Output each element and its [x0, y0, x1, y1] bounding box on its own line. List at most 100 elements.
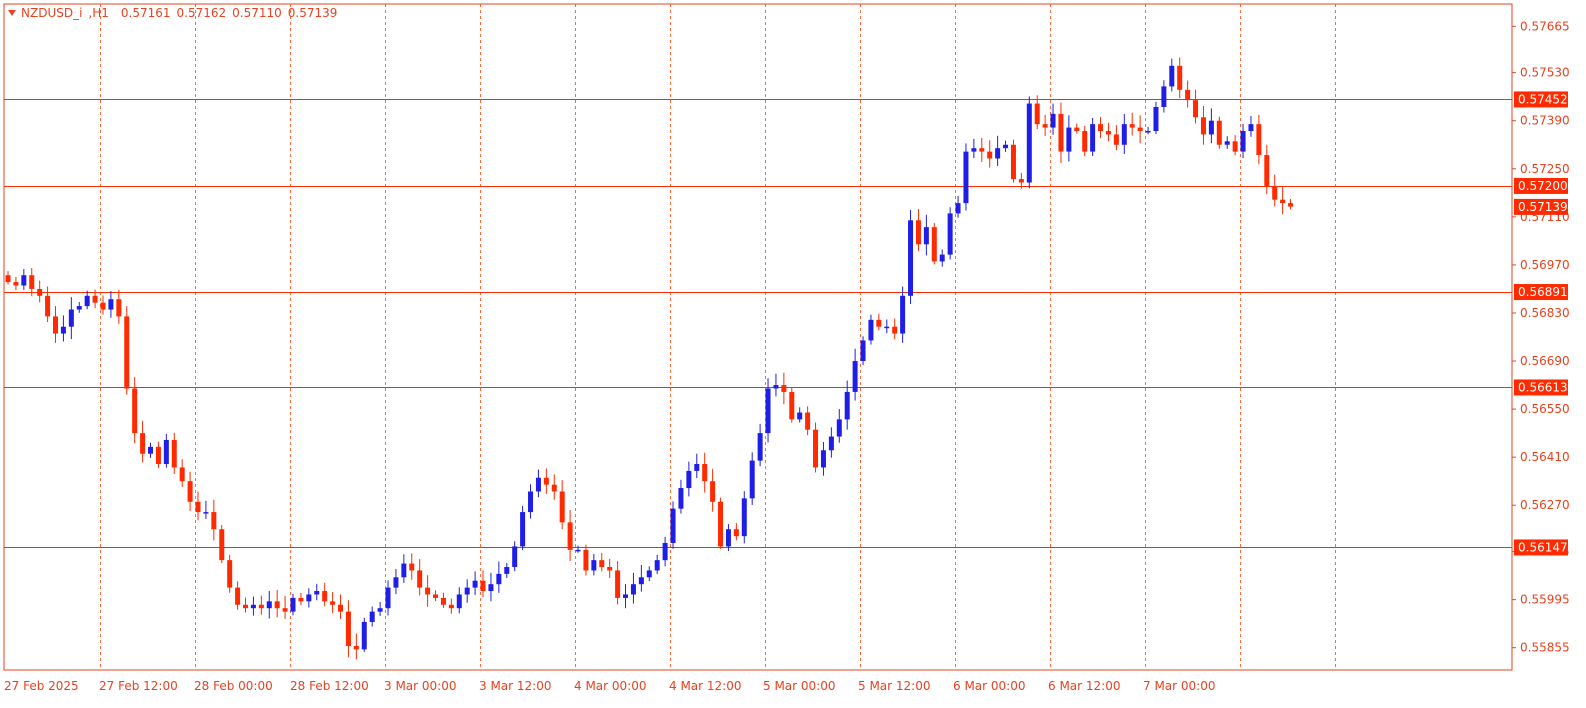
x-tick-label: 6 Mar 00:00	[953, 679, 1026, 693]
y-tick-label: 0.57530	[1520, 66, 1570, 80]
candle-bear	[805, 412, 811, 430]
level-price-tag: 0.57200	[1518, 179, 1568, 193]
candle-bear	[353, 645, 359, 650]
candle-bear	[171, 439, 177, 468]
candle-bear	[227, 560, 233, 588]
candle-bear	[813, 429, 819, 468]
candle-bear	[338, 604, 344, 612]
candle-bull	[662, 542, 668, 561]
candle-bull	[60, 326, 66, 334]
candle-bear	[599, 560, 605, 568]
candle-bull	[963, 151, 969, 204]
candle-bear	[322, 591, 328, 602]
y-tick-label: 0.56830	[1520, 306, 1570, 320]
candle-bull	[266, 601, 272, 609]
candle-bear	[29, 275, 35, 289]
y-tick-label: 0.56410	[1520, 450, 1570, 464]
y-tick-label: 0.56970	[1520, 258, 1570, 272]
candle-bull	[900, 295, 906, 334]
candle-bull	[401, 563, 407, 578]
candle-bull	[757, 433, 763, 461]
candle-bear	[543, 477, 549, 485]
x-tick-label: 5 Mar 12:00	[858, 679, 931, 693]
candle-bull	[1145, 131, 1151, 133]
candle-bull	[1003, 144, 1009, 149]
candle-bull	[528, 491, 534, 513]
candle-bull	[1240, 131, 1246, 152]
candle-bear	[1105, 131, 1111, 135]
plot-frame	[3, 3, 1513, 671]
candle-bull	[575, 549, 581, 552]
candle-bear	[440, 597, 446, 605]
candle-bear	[733, 529, 739, 537]
candle-bull	[741, 498, 747, 537]
candle-bear	[282, 608, 288, 612]
level-price-tag: 0.56891	[1518, 285, 1568, 299]
candle-bear	[274, 601, 280, 609]
candle-bull	[670, 508, 676, 543]
level-price-tag-bg	[1514, 284, 1568, 301]
candle-bear	[1272, 185, 1278, 200]
candle-bull	[947, 213, 953, 255]
candle-bull	[250, 604, 256, 609]
candle-bear	[789, 391, 795, 420]
candle-bear	[931, 227, 937, 262]
candle-bear	[1129, 124, 1135, 128]
candle-bear	[1264, 155, 1270, 186]
candle-bull	[108, 299, 114, 310]
candle-bull	[1208, 120, 1214, 135]
candle-bull	[464, 587, 470, 595]
candle-bear	[915, 220, 921, 245]
candle-bull	[1090, 124, 1096, 152]
y-tick-label: 0.57250	[1520, 162, 1570, 176]
candle-bull	[725, 529, 731, 547]
candle-bear	[710, 481, 716, 502]
candle-bull	[908, 220, 914, 296]
candle-bear	[559, 491, 565, 523]
candle-bull	[1066, 127, 1072, 152]
y-tick-label: 0.55855	[1520, 641, 1570, 655]
candle-bull	[971, 148, 977, 152]
candle-bull	[828, 436, 834, 451]
candle-bear	[1177, 65, 1183, 90]
candle-bear	[116, 299, 122, 317]
y-tick-label: 0.57665	[1520, 19, 1570, 33]
candle-bull	[749, 460, 755, 499]
ohlc-open: 0.57161	[120, 6, 171, 20]
candle-bear	[211, 512, 217, 530]
candle-bear	[53, 316, 59, 334]
x-tick-label: 27 Feb 12:00	[99, 679, 178, 693]
candle-bear	[480, 580, 486, 592]
candle-bear	[195, 501, 201, 513]
candle-bull	[923, 227, 929, 245]
ohlc-close: 0.57139	[287, 6, 338, 20]
candle-bear	[1232, 141, 1238, 152]
collapse-triangle-icon[interactable]	[8, 10, 16, 16]
candle-bull	[68, 309, 74, 327]
candle-bear	[409, 563, 415, 571]
level-price-tag-bg	[1514, 379, 1568, 396]
candle-bear	[1280, 199, 1286, 204]
candle-bull	[1169, 65, 1175, 87]
candle-bull	[797, 412, 803, 420]
ohlc-high: 0.57162	[176, 6, 227, 20]
candle-bear	[615, 570, 621, 598]
level-price-tag: 0.56147	[1518, 540, 1568, 554]
candle-bull	[1026, 103, 1032, 183]
candle-bear	[1010, 144, 1016, 180]
candle-bear	[100, 302, 106, 310]
candle-bull	[369, 611, 375, 622]
candle-bull	[852, 361, 858, 392]
candle-bull	[504, 567, 510, 574]
candle-bull	[21, 275, 27, 286]
current-price-tag-bg	[1514, 198, 1568, 215]
candle-bear	[1082, 131, 1088, 152]
x-tick-label: 6 Mar 12:00	[1048, 679, 1121, 693]
candle-bear	[1193, 100, 1199, 118]
candle-bear	[1098, 124, 1104, 132]
x-tick-label: 28 Feb 12:00	[290, 679, 369, 693]
y-tick-label: 0.57390	[1520, 114, 1570, 128]
candle-bull	[76, 306, 82, 310]
candle-bear	[1256, 124, 1262, 156]
